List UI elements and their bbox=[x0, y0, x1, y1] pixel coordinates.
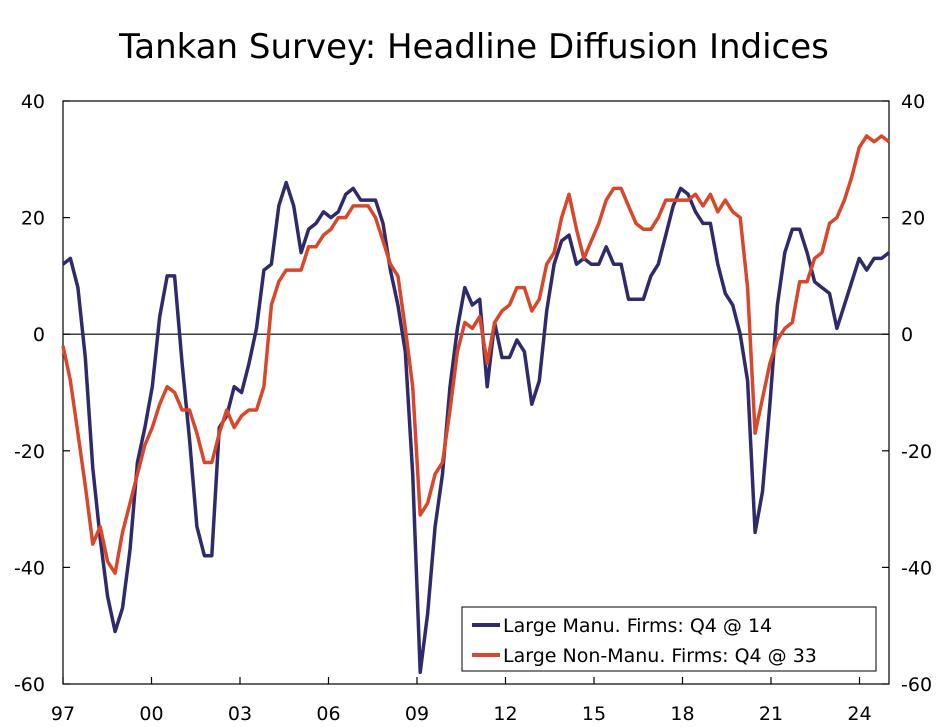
chart-title: Tankan Survey: Headline Diffusion Indice… bbox=[118, 27, 829, 67]
plot-frame bbox=[62, 100, 890, 685]
x-tick-label: 97 bbox=[51, 703, 75, 725]
legend: Large Manu. Firms: Q4 @ 14 Large Non-Man… bbox=[461, 606, 877, 672]
y-tick-label-left: -20 bbox=[14, 441, 45, 463]
y-tick-label-left: -40 bbox=[14, 557, 45, 579]
y-axis-right: 40 20 0 -20 -40 -60 bbox=[882, 91, 932, 696]
series-line-nonmanu bbox=[61, 134, 891, 575]
y-tick-label-right: 40 bbox=[901, 91, 925, 113]
y-axis-left: 40 20 0 -20 -40 -60 bbox=[14, 91, 70, 696]
y-tick-label-right: 0 bbox=[901, 324, 913, 346]
y-tick-label-right: -20 bbox=[901, 441, 932, 463]
legend-label-nonmanu: Large Non-Manu. Firms: Q4 @ 33 bbox=[503, 645, 817, 667]
y-tick-label-left: -60 bbox=[14, 674, 45, 696]
series-line-manu bbox=[61, 180, 891, 675]
x-tick-label: 03 bbox=[228, 703, 252, 725]
legend-label-manu: Large Manu. Firms: Q4 @ 14 bbox=[503, 615, 772, 637]
x-axis: 97 00 03 06 09 12 15 18 21 24 bbox=[51, 677, 872, 725]
y-tick-label-right: -40 bbox=[901, 557, 932, 579]
y-tick-label-left: 0 bbox=[33, 324, 45, 346]
x-tick-label: 00 bbox=[139, 703, 163, 725]
x-tick-label: 15 bbox=[582, 703, 606, 725]
x-tick-label: 21 bbox=[759, 703, 783, 725]
x-tick-label: 24 bbox=[847, 703, 871, 725]
y-tick-label-left: 20 bbox=[21, 208, 45, 230]
y-tick-label-right: 20 bbox=[901, 208, 925, 230]
x-tick-label: 12 bbox=[493, 703, 517, 725]
y-tick-label-left: 40 bbox=[21, 91, 45, 113]
legend-box bbox=[461, 606, 877, 672]
y-tick-label-right: -60 bbox=[901, 674, 932, 696]
x-tick-label: 06 bbox=[316, 703, 340, 725]
x-tick-label: 09 bbox=[405, 703, 429, 725]
x-tick-label: 18 bbox=[670, 703, 694, 725]
series-lines bbox=[61, 134, 891, 675]
